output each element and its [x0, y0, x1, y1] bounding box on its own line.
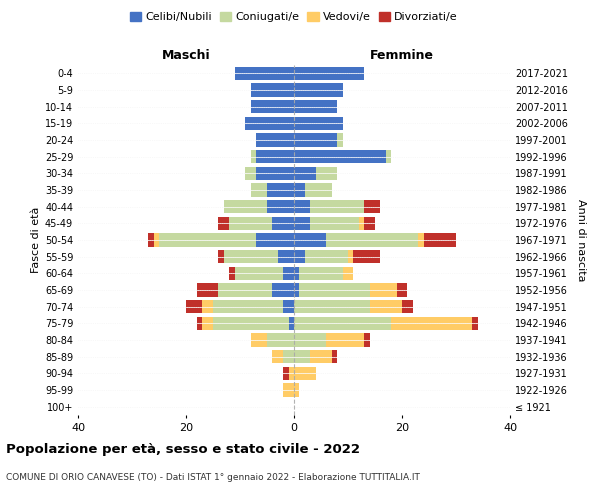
Bar	[294, 284, 299, 296]
Bar	[294, 366, 316, 380]
Bar	[148, 234, 154, 246]
Bar	[370, 284, 397, 296]
Bar	[218, 250, 224, 264]
Bar	[256, 234, 294, 246]
Text: Femmine: Femmine	[370, 48, 434, 62]
Bar	[289, 366, 294, 380]
Bar	[235, 266, 283, 280]
Bar	[294, 384, 299, 396]
Bar	[283, 300, 294, 314]
Bar	[267, 184, 294, 196]
Bar	[294, 166, 316, 180]
Bar	[294, 84, 343, 96]
Bar	[154, 234, 159, 246]
Text: Popolazione per età, sesso e stato civile - 2022: Popolazione per età, sesso e stato civil…	[6, 442, 360, 456]
Bar	[418, 234, 424, 246]
Bar	[289, 316, 294, 330]
Bar	[251, 184, 267, 196]
Text: COMUNE DI ORIO CANAVESE (TO) - Dati ISTAT 1° gennaio 2022 - Elaborazione TUTTITA: COMUNE DI ORIO CANAVESE (TO) - Dati ISTA…	[6, 472, 420, 482]
Bar	[218, 284, 272, 296]
Bar	[294, 184, 305, 196]
Bar	[278, 250, 294, 264]
Bar	[305, 184, 332, 196]
Bar	[294, 234, 326, 246]
Bar	[197, 284, 218, 296]
Text: Maschi: Maschi	[161, 48, 211, 62]
Bar	[197, 316, 202, 330]
Bar	[251, 84, 294, 96]
Bar	[364, 334, 370, 346]
Bar	[294, 350, 310, 364]
Bar	[229, 216, 272, 230]
Bar	[272, 350, 283, 364]
Bar	[353, 250, 380, 264]
Bar	[472, 316, 478, 330]
Bar	[218, 216, 229, 230]
Bar	[310, 216, 359, 230]
Bar	[213, 300, 283, 314]
Bar	[364, 216, 375, 230]
Bar	[294, 150, 386, 164]
Bar	[337, 134, 343, 146]
Bar	[294, 316, 391, 330]
Bar	[256, 134, 294, 146]
Bar	[326, 334, 364, 346]
Bar	[251, 100, 294, 114]
Bar	[299, 284, 370, 296]
Y-axis label: Fasce di età: Fasce di età	[31, 207, 41, 273]
Bar	[294, 100, 337, 114]
Legend: Celibi/Nubili, Coniugati/e, Vedovi/e, Divorziati/e: Celibi/Nubili, Coniugati/e, Vedovi/e, Di…	[126, 8, 462, 27]
Bar	[245, 116, 294, 130]
Y-axis label: Anni di nascita: Anni di nascita	[576, 198, 586, 281]
Bar	[229, 266, 235, 280]
Bar	[224, 250, 278, 264]
Bar	[386, 150, 391, 164]
Bar	[359, 216, 364, 230]
Bar	[332, 350, 337, 364]
Bar	[245, 166, 256, 180]
Bar	[402, 300, 413, 314]
Bar	[326, 234, 418, 246]
Bar	[186, 300, 202, 314]
Bar	[224, 200, 267, 213]
Bar	[272, 284, 294, 296]
Bar	[294, 300, 370, 314]
Bar	[272, 216, 294, 230]
Bar	[267, 200, 294, 213]
Bar	[202, 316, 213, 330]
Bar	[251, 150, 256, 164]
Bar	[202, 300, 213, 314]
Bar	[294, 216, 310, 230]
Bar	[364, 200, 380, 213]
Bar	[256, 166, 294, 180]
Bar	[283, 366, 289, 380]
Bar	[294, 334, 326, 346]
Bar	[310, 200, 364, 213]
Bar	[294, 250, 305, 264]
Bar	[294, 200, 310, 213]
Bar	[294, 116, 343, 130]
Bar	[343, 266, 353, 280]
Bar	[159, 234, 256, 246]
Bar	[397, 284, 407, 296]
Bar	[283, 384, 294, 396]
Bar	[310, 350, 332, 364]
Bar	[348, 250, 353, 264]
Bar	[305, 250, 348, 264]
Bar	[299, 266, 343, 280]
Bar	[283, 350, 294, 364]
Bar	[251, 334, 267, 346]
Bar	[267, 334, 294, 346]
Bar	[294, 134, 337, 146]
Bar	[370, 300, 402, 314]
Bar	[283, 266, 294, 280]
Bar	[391, 316, 472, 330]
Bar	[256, 150, 294, 164]
Bar	[213, 316, 289, 330]
Bar	[235, 66, 294, 80]
Bar	[316, 166, 337, 180]
Bar	[424, 234, 456, 246]
Bar	[294, 266, 299, 280]
Bar	[294, 66, 364, 80]
